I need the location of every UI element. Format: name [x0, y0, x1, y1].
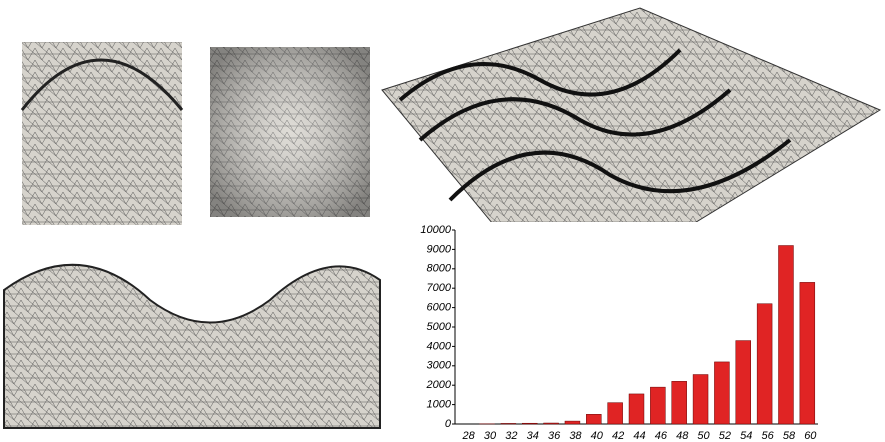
bar [800, 282, 815, 424]
y-tick-label: 0 [445, 418, 452, 430]
y-tick-label: 2000 [426, 379, 452, 391]
y-tick-label: 8000 [427, 263, 452, 275]
bar [586, 414, 601, 424]
mesh-top-left [22, 42, 182, 225]
bar [693, 375, 708, 424]
y-tick-label: 9000 [427, 243, 452, 255]
x-tick-label: 48 [676, 430, 689, 442]
x-tick-label: 60 [804, 430, 817, 442]
x-tick-label: 46 [655, 430, 668, 442]
bar [565, 421, 580, 424]
bar [608, 403, 623, 424]
y-tick-label: 7000 [427, 282, 452, 294]
x-tick-label: 40 [591, 430, 604, 442]
y-tick-label: 3000 [427, 360, 452, 372]
bar [778, 246, 793, 424]
y-tick-label: 5000 [427, 321, 452, 333]
y-tick-label: 1000 [427, 399, 452, 411]
bar [544, 423, 559, 424]
x-tick-label: 34 [527, 430, 539, 442]
bar [650, 387, 665, 424]
mesh-bottom-left [4, 265, 380, 428]
x-tick-label: 36 [548, 430, 561, 442]
bar [736, 341, 751, 424]
figure: 0 1000 2000 3000 4000 5000 6000 7000 8000 9000 100… [0, 0, 885, 442]
x-tick-label: 30 [484, 430, 497, 442]
y-tick-label: 4000 [427, 340, 452, 352]
mesh-shading [210, 47, 370, 217]
x-tick-label: 52 [719, 430, 731, 442]
x-tick-label: 54 [740, 430, 752, 442]
x-tick-label: 58 [783, 430, 796, 442]
x-tick-label: 32 [505, 430, 517, 442]
bar [672, 381, 687, 424]
y-tick-label: 6000 [427, 302, 452, 314]
bar [522, 423, 537, 424]
x-tick-label: 56 [761, 430, 774, 442]
x-tick-label: 42 [612, 430, 624, 442]
bar [757, 304, 772, 424]
x-tick-label: 50 [697, 430, 710, 442]
x-tick-label: 44 [633, 430, 645, 442]
y-tick-label: 10000 [420, 224, 451, 236]
page: 0 1000 2000 3000 4000 5000 6000 7000 8000 9000 100… [0, 0, 885, 442]
bar [714, 362, 729, 424]
bar [501, 423, 516, 424]
x-tick-label: 38 [569, 430, 582, 442]
bar [629, 394, 644, 424]
x-tick-label: 28 [462, 430, 476, 442]
